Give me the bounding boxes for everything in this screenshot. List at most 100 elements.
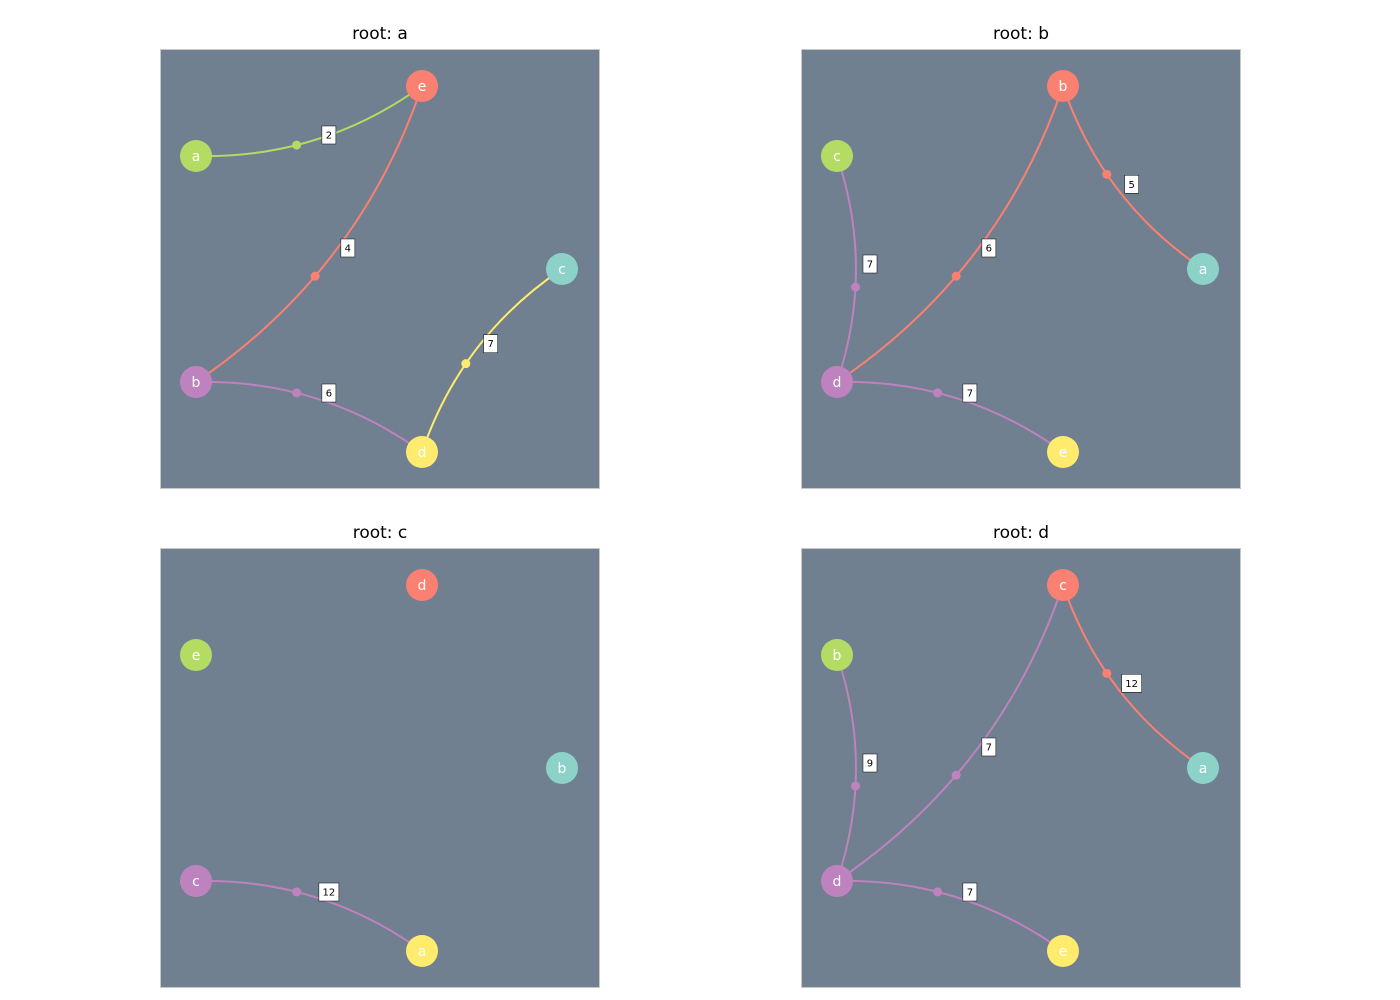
edge-label-layer: 5 6 7 7 <box>862 175 1139 403</box>
edge-marker-dot <box>951 271 961 281</box>
node-label: d <box>833 375 842 391</box>
edge-marker-dot <box>850 282 860 292</box>
edge-weight-label: 2 <box>321 125 337 145</box>
edge-d-e <box>836 879 1064 952</box>
node-a: a <box>1187 752 1219 784</box>
node-layer: c b a d e <box>821 569 1219 967</box>
node-d: d <box>821 366 853 398</box>
node-layer: b c a d e <box>821 70 1219 468</box>
node-label: c <box>558 262 566 278</box>
edge-weight-label: 5 <box>1124 175 1139 194</box>
panel-title-root-a: root: a <box>352 24 408 44</box>
node-label: e <box>192 648 201 664</box>
node-b: b <box>180 366 212 398</box>
edge-weight-text: 7 <box>487 339 493 350</box>
edge-marker-dot <box>850 781 860 791</box>
edge-marker-dot <box>310 271 320 281</box>
node-label: b <box>192 375 201 391</box>
edge-d-e <box>836 380 1064 453</box>
edge-d-c <box>421 268 563 453</box>
node-e: e <box>406 70 438 102</box>
edge-weight-text: 7 <box>867 260 873 271</box>
edge-label-layer: 12 <box>318 882 340 902</box>
node-label: b <box>833 648 842 664</box>
graph-panel-root-d: c b a d e 12 9 7 7 <box>801 548 1241 988</box>
graph-panel-root-c: d e b c a 12 <box>160 548 600 988</box>
edge-marker-dot <box>292 140 302 150</box>
panel-background <box>160 548 600 988</box>
edge-weight-text: 7 <box>967 888 973 899</box>
edge-marker-dot <box>933 887 943 897</box>
edge-b-e <box>195 85 423 383</box>
node-label: e <box>418 79 427 95</box>
edge-d-c <box>836 584 1064 882</box>
edge-weight-text: 5 <box>1128 180 1134 191</box>
edge-a-e <box>195 85 423 158</box>
edge-weight-text: 12 <box>1125 679 1138 690</box>
edge-c-a <box>195 879 423 952</box>
node-label: a <box>418 944 427 960</box>
node-label: e <box>1059 944 1068 960</box>
node-label: b <box>1059 79 1068 95</box>
edge-weight-label: 7 <box>483 334 498 353</box>
graph-panel-root-a: e a c b d 2 4 6 7 <box>160 49 600 489</box>
node-label: a <box>1199 761 1208 777</box>
node-c: c <box>821 140 853 172</box>
node-c: c <box>180 865 212 897</box>
edge-marker-dot <box>292 887 302 897</box>
node-label: c <box>192 874 200 890</box>
edge-weight-label: 7 <box>862 254 878 274</box>
edge-d-c <box>836 155 857 383</box>
edge-marker-dot <box>1102 668 1112 678</box>
edge-weight-text: 7 <box>986 742 992 753</box>
node-b: b <box>546 752 578 784</box>
edge-weight-label: 7 <box>962 882 978 902</box>
edge-marker-dot <box>461 359 471 369</box>
node-label: c <box>1059 578 1067 594</box>
node-label: d <box>833 874 842 890</box>
node-e: e <box>1047 935 1079 967</box>
edge-d-b <box>836 654 857 882</box>
edge-weight-text: 2 <box>326 130 332 141</box>
edge-d-b <box>836 85 1064 383</box>
edge-weight-label: 7 <box>981 737 997 757</box>
edge-weight-text: 6 <box>326 389 332 400</box>
node-label: a <box>1199 262 1208 278</box>
edge-marker-dot <box>933 388 943 398</box>
edge-layer <box>195 85 563 453</box>
edge-c-a <box>1062 584 1204 769</box>
node-b: b <box>1047 70 1079 102</box>
edge-weight-text: 7 <box>967 389 973 400</box>
edge-b-d <box>195 380 423 453</box>
node-label: c <box>833 149 841 165</box>
edge-weight-label: 7 <box>962 383 978 403</box>
node-d: d <box>406 569 438 601</box>
edge-weight-label: 6 <box>321 383 337 403</box>
panel-title-root-c: root: c <box>352 523 408 543</box>
edge-label-layer: 12 9 7 7 <box>862 674 1142 902</box>
edge-weight-label: 9 <box>862 753 878 773</box>
panel-title-root-b: root: b <box>992 24 1049 44</box>
panel-background <box>160 49 600 489</box>
edge-weight-text: 9 <box>867 759 873 770</box>
edge-layer <box>836 584 1204 952</box>
node-label: d <box>418 445 427 461</box>
edge-layer <box>836 85 1204 453</box>
node-e: e <box>1047 436 1079 468</box>
edge-weight-label: 12 <box>318 882 340 902</box>
node-c: c <box>1047 569 1079 601</box>
node-a: a <box>180 140 212 172</box>
edge-marker-dot <box>1102 169 1112 179</box>
node-label: d <box>418 578 427 594</box>
edge-weight-text: 6 <box>986 243 992 254</box>
node-layer: d e b c a <box>180 569 578 967</box>
edge-marker-dot <box>292 388 302 398</box>
edge-marker-dot <box>951 770 961 780</box>
node-label: e <box>1059 445 1068 461</box>
node-layer: e a c b d <box>180 70 578 468</box>
edge-weight-text: 4 <box>345 243 351 254</box>
graph-panel-root-b: b c a d e 5 6 7 7 <box>801 49 1241 489</box>
edge-weight-text: 12 <box>323 888 336 899</box>
edge-b-a <box>1062 85 1204 270</box>
node-label: b <box>558 761 567 777</box>
